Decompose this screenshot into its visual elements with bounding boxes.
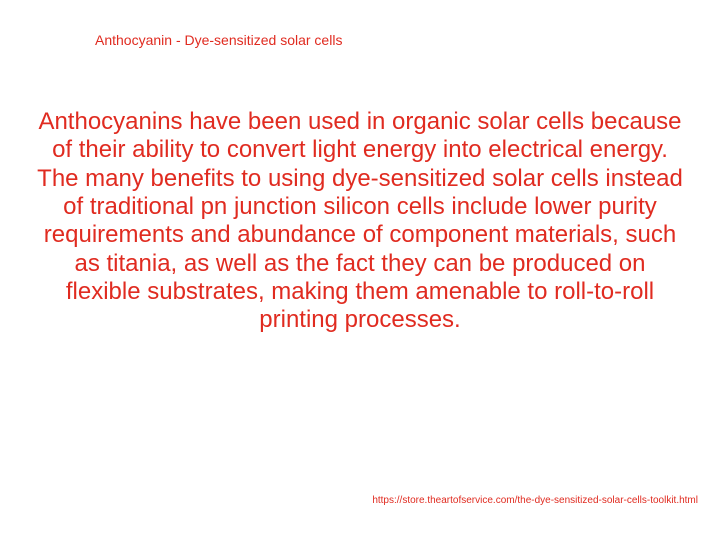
- footer-url: https://store.theartofservice.com/the-dy…: [372, 495, 698, 506]
- slide-body-text: Anthocyanins have been used in organic s…: [35, 108, 685, 335]
- slide-heading: Anthocyanin - Dye-sensitized solar cells: [95, 32, 342, 48]
